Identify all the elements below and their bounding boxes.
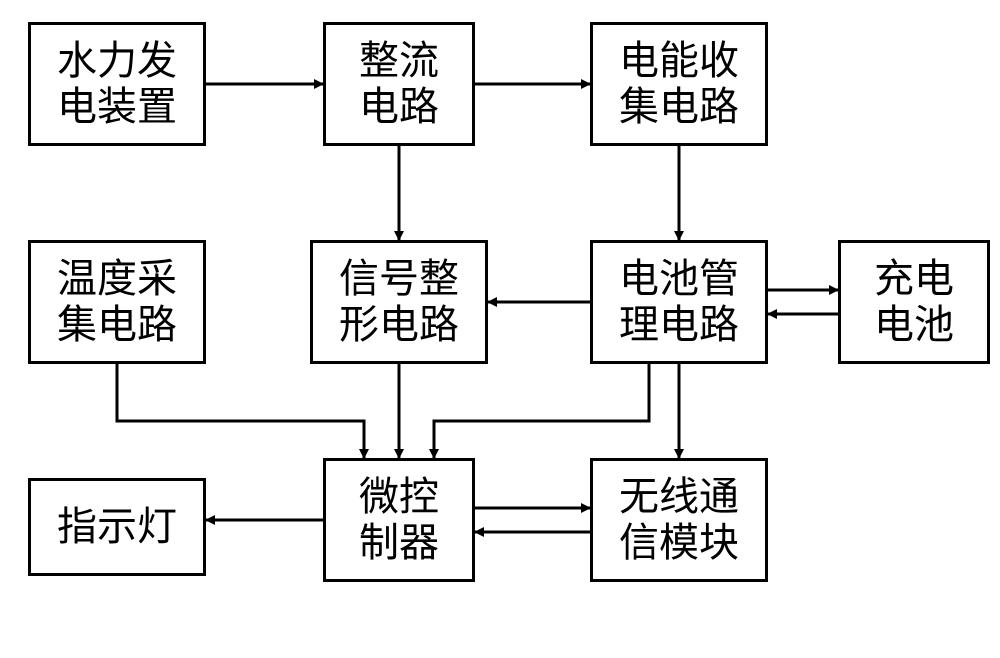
node-harvest: 电能收 集电路 — [590, 22, 768, 146]
node-led: 指示灯 — [28, 478, 206, 576]
node-rectifier: 整流 电路 — [323, 22, 475, 146]
node-shaping: 信号整 形电路 — [310, 240, 488, 364]
node-hydro: 水力发 电装置 — [28, 22, 206, 146]
node-temp: 温度采 集电路 — [28, 240, 206, 364]
node-mcu: 微控 制器 — [323, 458, 475, 582]
node-battmgmt: 电池管 理电路 — [590, 240, 768, 364]
node-battery: 充电 电池 — [838, 240, 990, 364]
node-wireless: 无线通 信模块 — [590, 458, 768, 582]
